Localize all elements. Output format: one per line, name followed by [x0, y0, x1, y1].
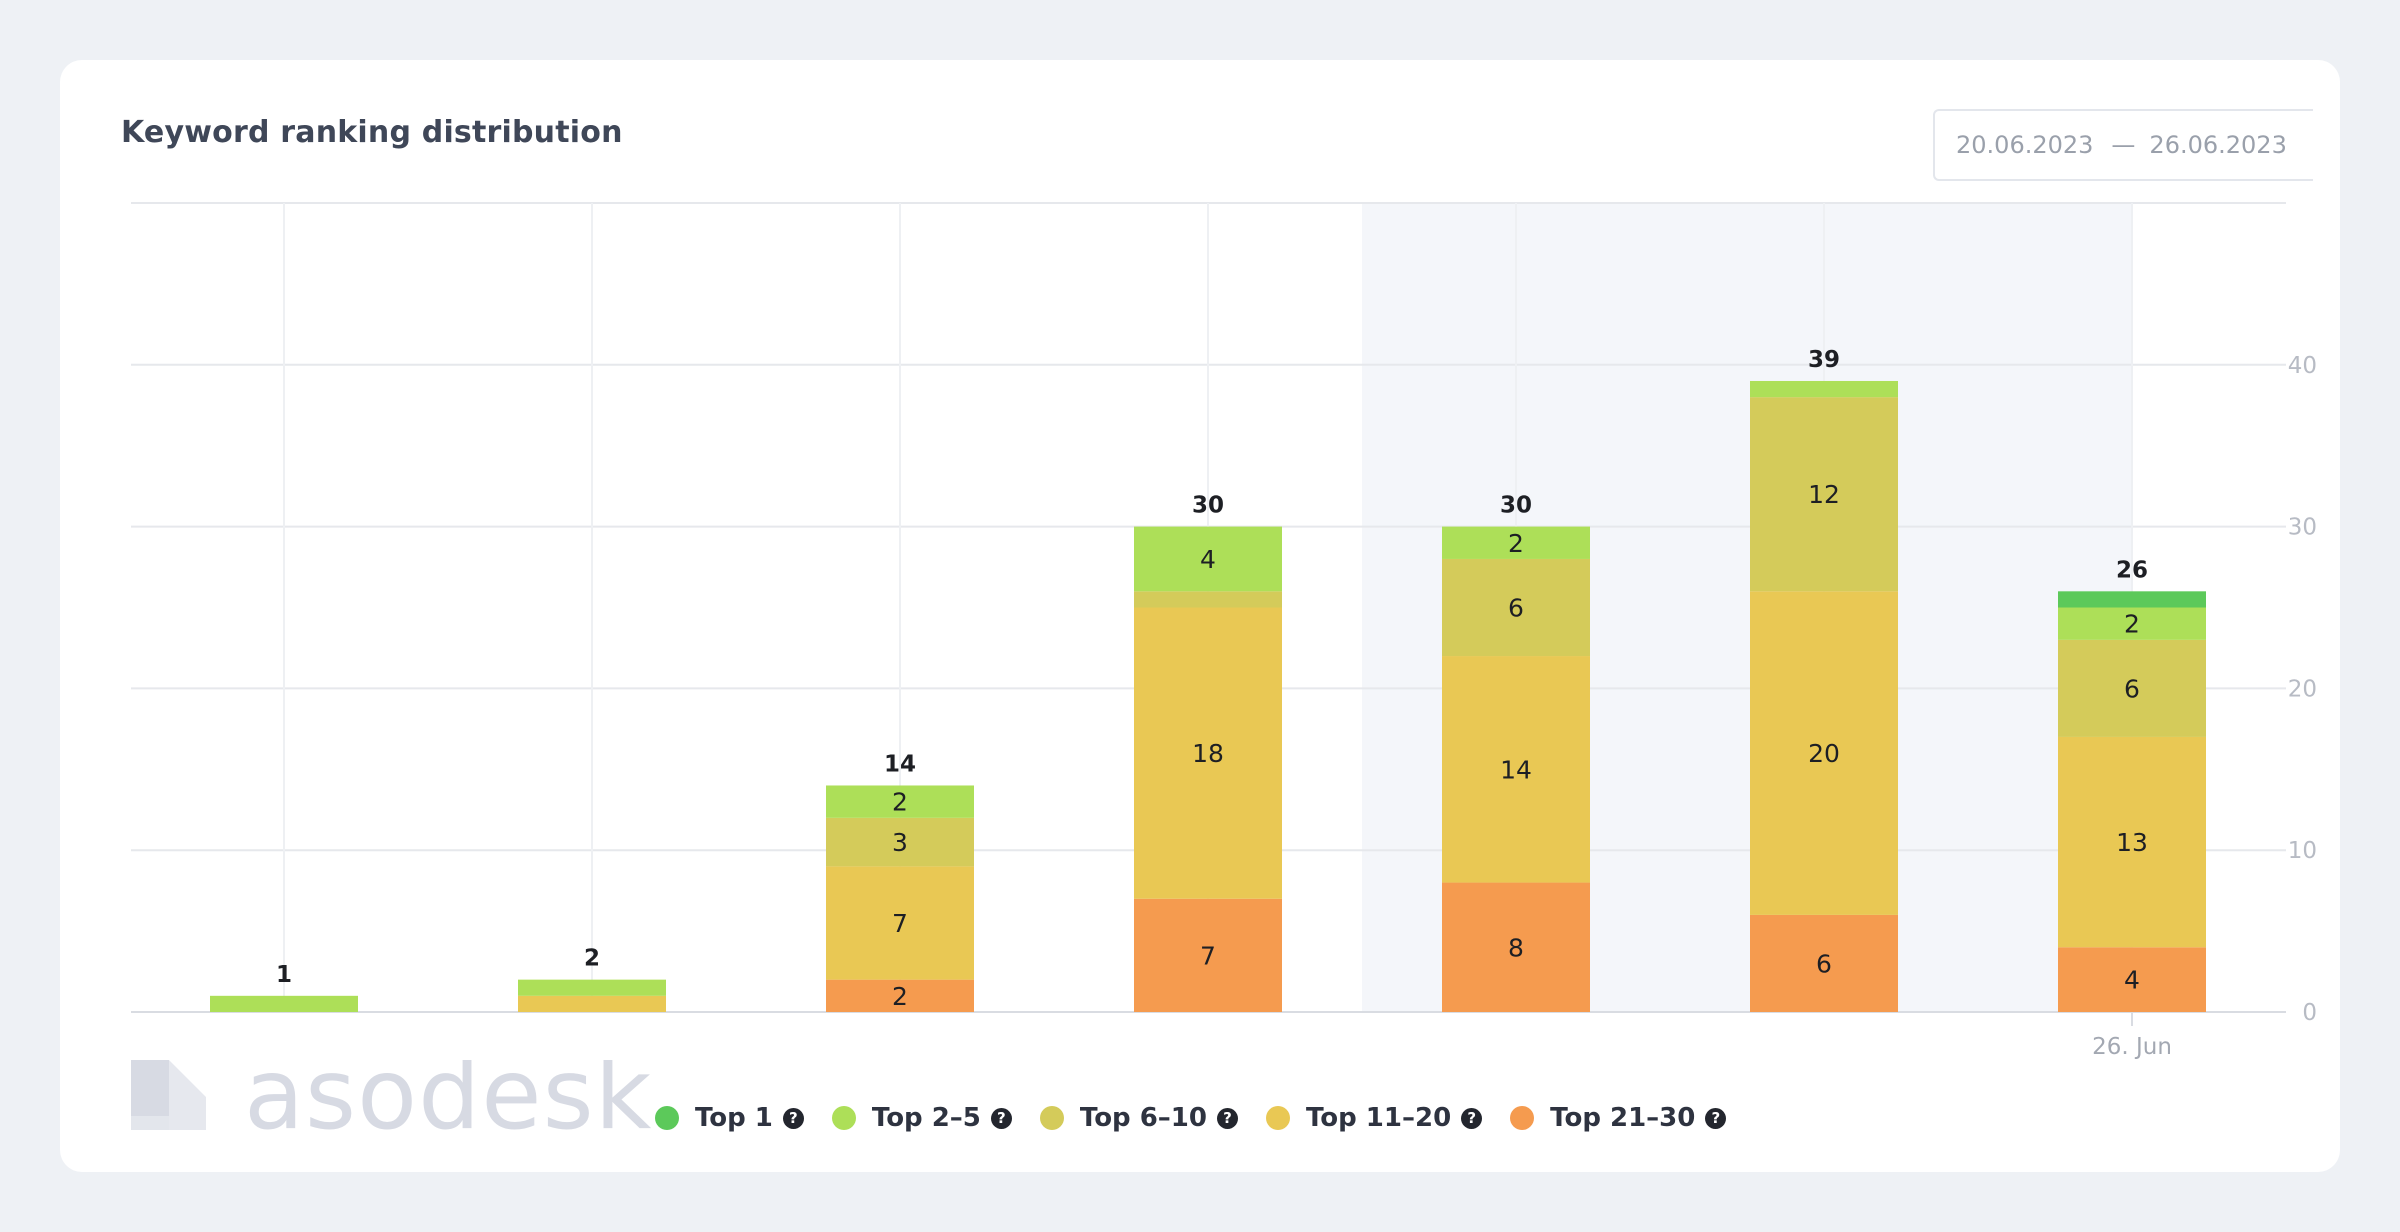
y-axis: 0 10 20 30 40 26. Jun	[2092, 353, 2317, 1060]
segment-label: 2	[2124, 610, 2140, 639]
y-tick-label: 20	[2288, 676, 2317, 702]
total-label: 30	[1500, 493, 1532, 519]
date-to[interactable]: 26.06.2023	[2149, 131, 2287, 159]
bar-segment	[2058, 591, 2206, 608]
bar-segment	[1750, 380, 1898, 398]
segment-label: 6	[1508, 594, 1524, 623]
legend-label: Top 21–30	[1550, 1103, 1696, 1133]
chart-title: Keyword ranking distribution	[121, 115, 623, 150]
segment-label: 2	[1508, 529, 1524, 558]
legend-label: Top 2–5	[871, 1103, 981, 1133]
bar-segment	[1750, 914, 1898, 1012]
bar-segment	[826, 979, 974, 1012]
segment-label: 20	[1808, 739, 1840, 768]
total-label: 1	[276, 962, 292, 988]
chart-card: Keyword ranking distribution 20.06.2023 …	[60, 60, 2340, 1172]
legend-label: Top 6–10	[1079, 1103, 1207, 1133]
help-icon[interactable]: ?	[1705, 1107, 1727, 1129]
bar-segment	[2058, 947, 2206, 1012]
y-tick-label: 40	[2288, 353, 2317, 379]
segment-label: 6	[1816, 949, 1832, 978]
segment-label: 14	[1500, 755, 1532, 784]
bar-segment	[1442, 558, 1590, 657]
bar-segment	[2058, 736, 2206, 948]
bar-segment	[1750, 591, 1898, 915]
segment-label: 4	[1200, 545, 1216, 574]
bar-segment	[1134, 526, 1282, 592]
segment-label: 13	[2116, 828, 2148, 857]
bar-segment	[826, 817, 974, 867]
segment-label: 8	[1508, 933, 1524, 962]
legend-label: Top 1	[695, 1103, 773, 1133]
date-separator: —	[2111, 131, 2136, 159]
total-label: 30	[1192, 493, 1224, 519]
legend-color-dot	[655, 1106, 679, 1130]
x-tick-label: 26. Jun	[2092, 1034, 2172, 1060]
bar-segment	[2058, 639, 2206, 737]
bar-segment	[826, 866, 974, 980]
legend-color-dot	[1039, 1106, 1064, 1130]
segment-label: 12	[1808, 480, 1840, 509]
bars	[210, 380, 2206, 1012]
segment-label: 18	[1192, 739, 1224, 768]
legend-color-dot	[831, 1106, 856, 1130]
asodesk-logo-icon	[131, 1060, 206, 1130]
bar-segment	[518, 979, 666, 996]
legend-item-top6_10[interactable]: Top 6–10?	[1039, 1103, 1238, 1133]
segment-label: 3	[892, 828, 908, 857]
bar-segment	[1134, 898, 1282, 1012]
bar-segment	[1442, 882, 1590, 1012]
bar-segment	[826, 785, 974, 818]
bar-segment	[1750, 397, 1898, 592]
total-label: 14	[884, 751, 916, 777]
total-label: 39	[1808, 347, 1840, 373]
bar-segment	[1134, 607, 1282, 899]
bar-segment	[1134, 591, 1282, 608]
segment-label: 7	[1200, 941, 1216, 970]
help-icon[interactable]: ?	[782, 1107, 804, 1129]
segment-label: 6	[2124, 674, 2140, 703]
bar-segment	[1442, 656, 1590, 883]
legend-item-top2_5[interactable]: Top 2–5?	[831, 1103, 1012, 1133]
legend-item-top11_20[interactable]: Top 11–20?	[1266, 1103, 1483, 1133]
legend-color-dot	[1510, 1106, 1535, 1130]
help-icon[interactable]: ?	[990, 1107, 1012, 1129]
legend-item-top1[interactable]: Top 1?	[655, 1103, 804, 1133]
segment-label: 2	[892, 788, 908, 817]
date-from[interactable]: 20.06.2023	[1956, 131, 2094, 159]
legend-item-top21_30[interactable]: Top 21–30?	[1510, 1103, 1727, 1133]
legend-color-dot	[1266, 1106, 1290, 1130]
segment-label: 4	[2124, 966, 2140, 995]
bar-segment	[518, 995, 666, 1012]
total-label: 26	[2116, 557, 2148, 583]
y-tick-label: 0	[2302, 1000, 2317, 1026]
chart-legend: Top 1? Top 2–5? Top 6–10? Top 11–20? Top 21–…	[655, 1098, 1754, 1138]
segment-label: 7	[892, 909, 908, 938]
asodesk-watermark: asodesk	[131, 1060, 731, 1130]
bar-segment	[210, 995, 358, 1012]
help-icon[interactable]: ?	[1217, 1107, 1238, 1129]
help-icon[interactable]: ?	[1461, 1107, 1483, 1129]
segment-label: 2	[892, 982, 908, 1011]
legend-label: Top 11–20	[1306, 1103, 1452, 1133]
total-label: 2	[584, 946, 600, 972]
bar-segment	[1442, 526, 1590, 559]
bar-segment	[2058, 607, 2206, 640]
y-tick-label: 10	[2288, 838, 2317, 864]
date-range-picker[interactable]: 20.06.2023 — 26.06.2023	[1933, 109, 2313, 181]
y-tick-label: 30	[2288, 515, 2317, 541]
watermark-text: asodesk	[244, 1060, 653, 1130]
